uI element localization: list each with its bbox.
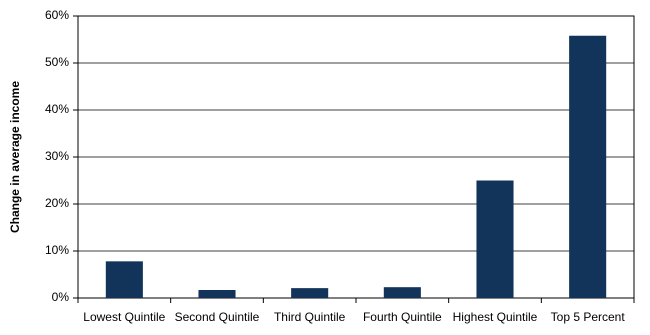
y-tick-label: 40% xyxy=(45,102,69,116)
y-tick-label: 60% xyxy=(45,8,69,22)
bar xyxy=(383,287,421,298)
y-axis-label: Change in average income xyxy=(8,81,22,233)
x-tick-label: Highest Quintile xyxy=(453,310,538,324)
bar xyxy=(291,288,329,298)
y-tick-label: 20% xyxy=(45,196,69,210)
y-tick-label: 0% xyxy=(52,290,70,304)
x-tick-label: Lowest Quintile xyxy=(83,310,165,324)
y-tick-label: 30% xyxy=(45,149,69,163)
bar xyxy=(198,290,236,298)
x-tick-label: Fourth Quintile xyxy=(363,310,442,324)
y-tick-label: 50% xyxy=(45,55,69,69)
bar xyxy=(569,35,607,299)
x-tick-label: Second Quintile xyxy=(175,310,260,324)
bar xyxy=(105,261,143,298)
x-tick-label: Top 5 Percent xyxy=(551,310,626,324)
bar xyxy=(476,180,514,298)
x-tick-label: Third Quintile xyxy=(274,310,346,324)
y-tick-label: 10% xyxy=(45,243,69,257)
